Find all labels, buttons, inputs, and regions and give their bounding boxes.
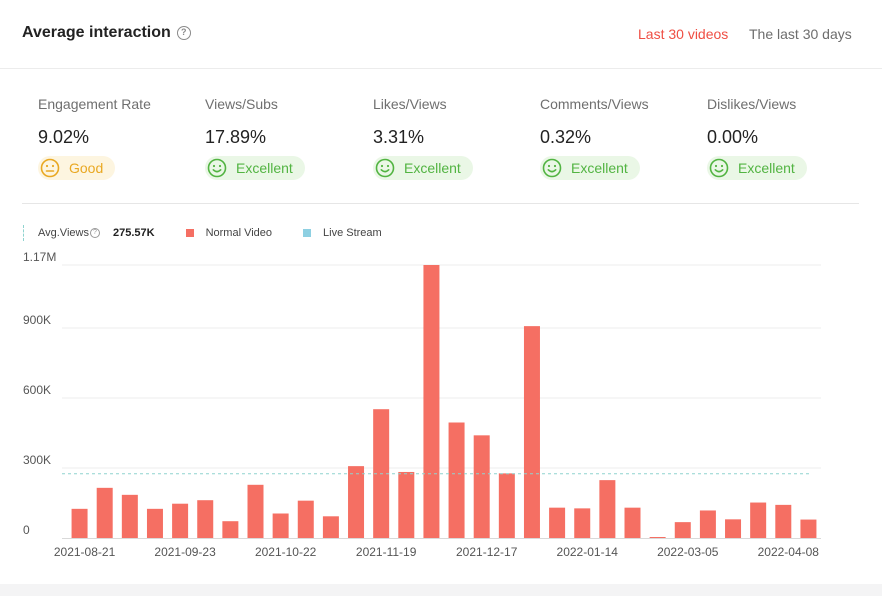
bar[interactable]	[247, 484, 264, 538]
x-tick-label: 2021-12-17	[456, 545, 518, 559]
page-bottom-strip	[0, 584, 882, 596]
metric-likes-views: Likes/Views 3.31% Excellent	[373, 96, 533, 183]
bar[interactable]	[348, 466, 365, 538]
bar[interactable]	[473, 435, 490, 538]
x-tick-label: 2022-03-05	[657, 545, 719, 559]
metric-value: 9.02%	[38, 127, 90, 147]
metric-label: Dislikes/Views	[707, 96, 797, 112]
bar[interactable]	[448, 422, 465, 539]
bar[interactable]	[599, 480, 616, 538]
x-tick-label: 2021-10-22	[255, 545, 317, 559]
bar[interactable]	[197, 500, 214, 538]
bar[interactable]	[297, 500, 314, 538]
avg-line-legend-marker	[23, 225, 24, 241]
views-bar-chart: 0 300K 600K 900K 1.17M 2021-08-21 2021-09-23 20…	[23, 250, 821, 559]
y-tick-label: 1.17M	[23, 250, 56, 264]
smile-face-icon	[542, 158, 562, 178]
metric-engagement-rate: Engagement Rate 9.02% Good	[38, 96, 198, 183]
live-stream-legend[interactable]: Live Stream	[323, 227, 382, 239]
y-tick-label: 0	[23, 523, 30, 537]
section-divider	[22, 203, 859, 204]
y-tick-label: 600K	[23, 383, 51, 397]
bar[interactable]	[498, 473, 515, 538]
bar[interactable]	[674, 522, 691, 538]
bar[interactable]	[725, 519, 742, 538]
x-tick-label: 2021-09-23	[154, 545, 216, 559]
rating-badge: Excellent	[373, 156, 473, 180]
metric-label: Comments/Views	[540, 96, 649, 112]
rating-label: Excellent	[738, 160, 795, 176]
bar[interactable]	[699, 510, 716, 538]
bar[interactable]	[549, 507, 566, 538]
bar[interactable]	[146, 508, 163, 538]
metric-dislikes-views: Dislikes/Views 0.00% Excellent	[707, 96, 867, 183]
avg-views-value: 275.57K	[112, 227, 155, 239]
x-tick-label: 2021-08-21	[54, 545, 116, 559]
bar[interactable]	[423, 265, 440, 538]
avg-views-label: Avg.Views	[38, 227, 89, 239]
normal-video-swatch[interactable]	[185, 229, 194, 237]
bar[interactable]	[272, 513, 289, 539]
metric-value: 17.89%	[205, 127, 267, 147]
smile-face-icon	[709, 158, 729, 178]
metric-label: Likes/Views	[373, 96, 447, 112]
bar[interactable]	[649, 537, 666, 538]
bar[interactable]	[121, 494, 138, 538]
rating-badge: Good	[38, 156, 116, 180]
x-tick-label: 2022-01-14	[557, 545, 619, 559]
card-title-text: Average interaction	[22, 24, 171, 41]
bar[interactable]	[800, 519, 817, 538]
rating-label: Good	[69, 160, 104, 176]
bar[interactable]	[71, 508, 88, 538]
bar[interactable]	[322, 516, 339, 538]
bar[interactable]	[96, 487, 113, 538]
bar[interactable]	[523, 326, 540, 538]
x-tick-label: 2021-11-19	[356, 545, 417, 559]
card-title: Average interaction ?	[22, 24, 191, 42]
bar[interactable]	[750, 502, 767, 538]
metric-value: 0.32%	[540, 127, 592, 147]
metric-label: Views/Subs	[205, 96, 278, 112]
smile-face-icon	[375, 158, 395, 178]
bar[interactable]	[775, 504, 792, 538]
rating-badge: Excellent	[205, 156, 305, 180]
rating-badge: Excellent	[707, 156, 807, 180]
tab-last-30-days[interactable]: The last 30 days	[749, 26, 852, 42]
rating-label: Excellent	[571, 160, 628, 176]
chart-legend: Avg.Views ? 275.57K Normal Video Live St…	[23, 225, 382, 241]
y-tick-label: 900K	[23, 313, 51, 327]
help-icon[interactable]: ?	[176, 26, 191, 40]
x-tick-label: 2022-04-08	[758, 545, 820, 559]
y-tick-label: 300K	[23, 453, 51, 467]
metric-value: 0.00%	[707, 127, 759, 147]
metric-comments-views: Comments/Views 0.32% Excellent	[540, 96, 700, 183]
smile-face-icon	[207, 158, 227, 178]
live-stream-swatch[interactable]	[303, 229, 312, 237]
neutral-face-icon	[40, 158, 60, 178]
avg-help-icon[interactable]: ?	[89, 228, 100, 238]
rating-badge: Excellent	[540, 156, 640, 180]
bar[interactable]	[398, 471, 415, 538]
bar[interactable]	[222, 521, 239, 538]
rating-label: Excellent	[236, 160, 293, 176]
bar[interactable]	[624, 507, 641, 538]
metric-value: 3.31%	[373, 127, 425, 147]
bar[interactable]	[574, 508, 591, 538]
rating-label: Excellent	[404, 160, 461, 176]
normal-video-legend[interactable]: Normal Video	[205, 227, 273, 239]
card-header: Average interaction ? Last 30 videos The…	[0, 0, 882, 69]
tab-last-30-videos[interactable]: Last 30 videos	[638, 26, 729, 42]
bar[interactable]	[172, 503, 189, 538]
metric-label: Engagement Rate	[38, 96, 151, 112]
metric-views-subs: Views/Subs 17.89% Excellent	[205, 96, 365, 183]
average-interaction-card: Average interaction ? Last 30 videos The…	[0, 0, 882, 584]
